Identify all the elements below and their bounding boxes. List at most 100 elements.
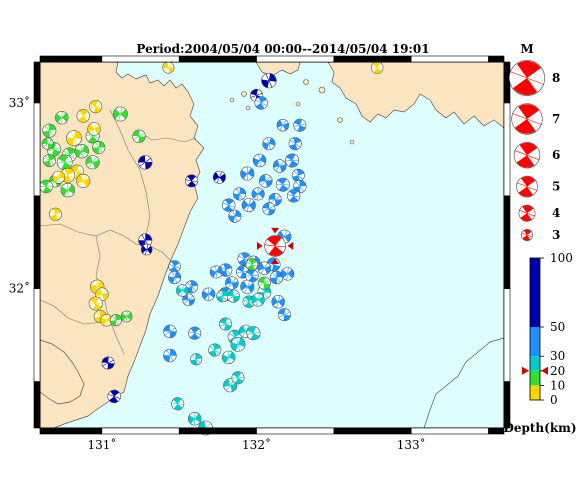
prefecture-boundaries (39, 109, 197, 355)
frame-segment (488, 427, 505, 435)
event-mark (113, 106, 128, 122)
event-mark (273, 159, 287, 173)
event-mark (221, 198, 236, 212)
event-mark (231, 371, 245, 385)
frame-segment (33, 288, 41, 382)
event-mark (56, 154, 73, 171)
land-south-peninsula (39, 339, 85, 405)
event-mark (42, 154, 56, 167)
event-mark (201, 287, 216, 301)
lon-tick-label: 131˚ (87, 437, 116, 452)
map-title: Period:2004/05/04 00:00--2014/05/04 19:0… (136, 42, 429, 56)
frame-segment (488, 55, 505, 63)
frame-segment (33, 61, 41, 104)
event-mark (268, 193, 282, 206)
event-mark (39, 179, 53, 194)
depth-marker-left (522, 366, 529, 375)
frame-segment (33, 195, 41, 289)
event-mark (252, 153, 267, 168)
magnitude-legend-label: 8 (552, 71, 560, 85)
depth-scale-band (530, 258, 540, 327)
magnitude-legend-symbol (513, 141, 541, 169)
event-mark (262, 137, 276, 151)
frame-segment (39, 55, 103, 63)
depth-tick-label: 0 (550, 393, 558, 407)
depth-tick-label: 100 (550, 251, 573, 265)
event-mark (245, 269, 259, 283)
latest-event-pointer (271, 227, 280, 234)
magnitude-legend-title: M (520, 42, 533, 56)
event-mark (163, 324, 177, 339)
frame-segment (33, 102, 41, 197)
event-mark (291, 168, 305, 182)
depth-tick-label: 30 (550, 349, 565, 363)
event-mark (88, 296, 103, 311)
latest-event-pointer (256, 241, 263, 250)
event-mark (101, 356, 115, 370)
frame-segment (39, 427, 103, 435)
event-mark (187, 412, 202, 426)
event-mark (66, 130, 82, 147)
lat-tick-label: 33˚ (9, 95, 30, 110)
event-mark (168, 271, 182, 284)
event-mark (285, 153, 300, 168)
event-mark (261, 72, 277, 89)
event-mark (52, 170, 66, 184)
event-mark (245, 258, 259, 271)
event-mark (76, 109, 91, 123)
event-mark (293, 118, 307, 132)
frame-segment (410, 55, 489, 63)
magnitude-legend-label: 4 (552, 206, 560, 220)
latest-event-pointer (271, 258, 280, 265)
coastline-east (423, 337, 505, 429)
event-mark (87, 122, 101, 136)
axis-ticks: 131˚ 132˚ 133˚ 32˚ 33˚ (9, 95, 426, 452)
event-mark (225, 276, 239, 290)
event-mark (371, 61, 384, 74)
event-mark (85, 155, 100, 170)
event-mark (190, 353, 203, 366)
event-mark (257, 261, 271, 275)
event-mark (275, 177, 290, 192)
depth-scale-unit-label: Depth(km) (503, 421, 576, 435)
event-mark (212, 170, 226, 184)
latest-event-mark (264, 235, 286, 257)
event-mark (120, 310, 133, 323)
map-area (39, 61, 505, 436)
event-mark (109, 314, 122, 327)
magnitude-legend-symbol (516, 175, 538, 198)
event-mark (76, 173, 91, 188)
magnitude-legend-label: 7 (552, 112, 560, 126)
event-mark (49, 207, 62, 221)
frame-segment (256, 427, 335, 435)
event-mark (269, 270, 284, 285)
event-mark (233, 187, 246, 201)
event-mark (293, 179, 307, 194)
frame-segment (503, 61, 511, 104)
event-mark (251, 293, 265, 307)
event-mark (185, 174, 199, 188)
magnitude-legend-symbol (511, 103, 543, 135)
frame-segment (503, 195, 511, 289)
event-mark (257, 276, 271, 290)
event-mark (280, 267, 295, 281)
event-mark (254, 96, 268, 110)
event-mark (163, 348, 177, 363)
small-islands (229, 79, 355, 145)
frame-segment (178, 55, 257, 63)
map-frame (33, 55, 511, 435)
depth-scale-band (530, 356, 540, 371)
event-mark (276, 118, 289, 132)
frame-segment (503, 288, 511, 382)
magnitude-legend-symbol (521, 229, 533, 241)
event-mark (41, 137, 54, 150)
event-mark (226, 289, 240, 303)
event-mark (162, 61, 175, 74)
event-mark (188, 326, 202, 340)
magnitude-legend-label: 6 (552, 148, 560, 162)
magnitude-legend: M 8 7 6 5 4 3 (508, 42, 560, 242)
event-mark (107, 389, 121, 404)
magnitude-legend-label: 3 (552, 228, 560, 242)
event-mark (240, 279, 255, 294)
